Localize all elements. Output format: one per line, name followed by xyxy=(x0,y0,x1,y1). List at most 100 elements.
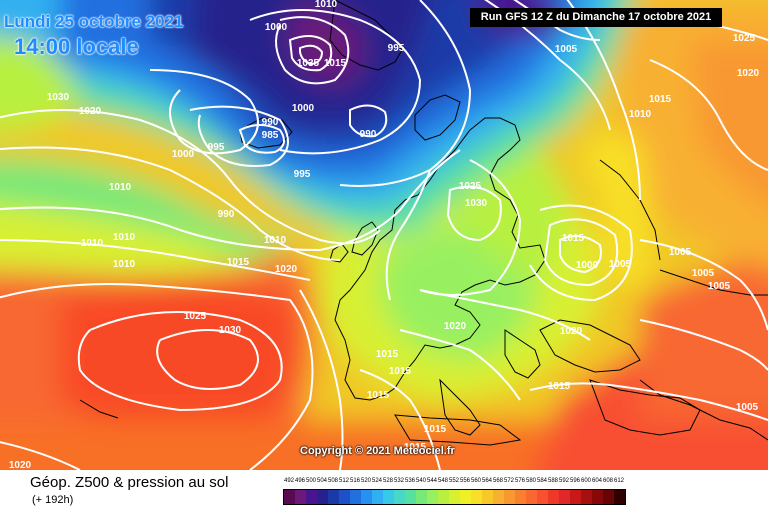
scale-swatch xyxy=(581,490,592,504)
scale-value: 496 xyxy=(294,478,305,484)
scale-value: 556 xyxy=(459,478,470,484)
isobar-label: 1025 xyxy=(184,311,207,322)
scale-value: 600 xyxy=(580,478,591,484)
weather-map: 1030 1020 1025 1020 1010 1015 1005 990 1000 995 10… xyxy=(0,0,768,470)
isobar-label: 1015 xyxy=(562,233,585,244)
isobar-label: 1025 xyxy=(459,181,482,192)
scale-value: 504 xyxy=(316,478,327,484)
scale-swatch xyxy=(526,490,537,504)
isobar-label: 1005 xyxy=(555,44,578,55)
isobar-label: 995 xyxy=(388,43,405,54)
isobar-labels: 1030 1020 1025 1020 1010 1015 1005 990 1000 995 10… xyxy=(9,0,760,470)
geopotential-field: 1030 1020 1025 1020 1010 1015 1005 990 1000 995 10… xyxy=(0,0,768,470)
scale-value: 572 xyxy=(503,478,514,484)
isobar-label: 1010 xyxy=(81,238,104,249)
scale-value: 604 xyxy=(591,478,602,484)
isobar-label: 995 xyxy=(208,142,225,153)
isobar-label: 990 xyxy=(360,129,377,140)
isobar-label: 990 xyxy=(262,117,279,128)
color-scale-bar xyxy=(283,489,626,505)
scale-swatch xyxy=(537,490,548,504)
scale-swatch xyxy=(460,490,471,504)
scale-swatch xyxy=(394,490,405,504)
isobar-label: 1025 xyxy=(733,33,756,44)
isobar-label: 1005 xyxy=(609,259,632,270)
isobar-label: 1030 xyxy=(465,198,488,209)
forecast-range: (+ 192h) xyxy=(32,494,74,506)
isobar-label: 1010 xyxy=(315,0,338,10)
isobar-label: 1005 xyxy=(692,268,715,279)
scale-value: 588 xyxy=(547,478,558,484)
scale-value: 548 xyxy=(437,478,448,484)
scale-value: 532 xyxy=(393,478,404,484)
scale-value: 560 xyxy=(470,478,481,484)
isobar-label: 1010 xyxy=(629,109,652,120)
scale-value: 520 xyxy=(360,478,371,484)
scale-swatch xyxy=(449,490,460,504)
isobar-label: 1010 xyxy=(113,259,136,270)
scale-value: 528 xyxy=(382,478,393,484)
isobar-label: 1010 xyxy=(264,235,287,246)
scale-swatch xyxy=(504,490,515,504)
isobar-label: 1030 xyxy=(47,92,70,103)
scale-swatch xyxy=(328,490,339,504)
scale-value: 544 xyxy=(426,478,437,484)
isobar-label: 1015 xyxy=(548,381,571,392)
scale-value: 512 xyxy=(338,478,349,484)
isobar-label: 1015 xyxy=(227,257,250,268)
isobar-label: 1035 xyxy=(297,58,320,69)
scale-swatch xyxy=(361,490,372,504)
scale-swatch xyxy=(284,490,295,504)
scale-value: 492 xyxy=(283,478,294,484)
isobar-label: 1020 xyxy=(275,264,298,275)
scale-swatch xyxy=(416,490,427,504)
isobar-label: 1000 xyxy=(172,149,195,160)
scale-swatch xyxy=(438,490,449,504)
scale-value: 500 xyxy=(305,478,316,484)
scale-swatch xyxy=(372,490,383,504)
isobar-label: 995 xyxy=(294,169,311,180)
isobar-label: 1020 xyxy=(79,106,102,117)
scale-swatch xyxy=(570,490,581,504)
isobar-label: 1000 xyxy=(265,22,288,33)
isobar-label: 1015 xyxy=(376,349,399,360)
scale-swatch xyxy=(482,490,493,504)
scale-swatch xyxy=(295,490,306,504)
isobar-label: 1015 xyxy=(389,366,412,377)
scale-swatch xyxy=(515,490,526,504)
isobar-label: 1010 xyxy=(113,232,136,243)
scale-value: 584 xyxy=(536,478,547,484)
forecast-date: Lundi 25 octobre 2021 xyxy=(4,12,184,31)
isobar-label: 1005 xyxy=(736,402,759,413)
scale-value: 608 xyxy=(602,478,613,484)
isobar-label: 1015 xyxy=(424,424,447,435)
isobar-label: 1020 xyxy=(444,321,467,332)
model-run-info: Run GFS 12 Z du Dimanche 17 octobre 2021 xyxy=(470,8,722,27)
isobar-label: 1015 xyxy=(649,94,672,105)
scale-value: 596 xyxy=(569,478,580,484)
scale-value: 552 xyxy=(448,478,459,484)
isobar-label: 1005 xyxy=(708,281,731,292)
scale-swatch xyxy=(592,490,603,504)
isobar-label: 1030 xyxy=(219,325,242,336)
isobar-label: 985 xyxy=(262,130,279,141)
scale-value: 564 xyxy=(481,478,492,484)
map-title: Géop. Z500 & pression au sol xyxy=(30,474,229,491)
scale-swatch xyxy=(493,490,504,504)
isobar-label: 1020 xyxy=(737,68,760,79)
isobar-label: 1000 xyxy=(292,103,315,114)
scale-swatch xyxy=(306,490,317,504)
scale-value: 516 xyxy=(349,478,360,484)
scale-swatch xyxy=(339,490,350,504)
scale-value: 508 xyxy=(327,478,338,484)
scale-swatch xyxy=(317,490,328,504)
isobar-label: 1005 xyxy=(669,247,692,258)
scale-swatch xyxy=(614,490,625,504)
isobar-label: 1020 xyxy=(560,326,583,337)
scale-swatch xyxy=(383,490,394,504)
scale-value: 612 xyxy=(613,478,624,484)
isobar-label: 1015 xyxy=(367,390,390,401)
scale-value: 576 xyxy=(514,478,525,484)
scale-value: 536 xyxy=(404,478,415,484)
scale-value: 568 xyxy=(492,478,503,484)
